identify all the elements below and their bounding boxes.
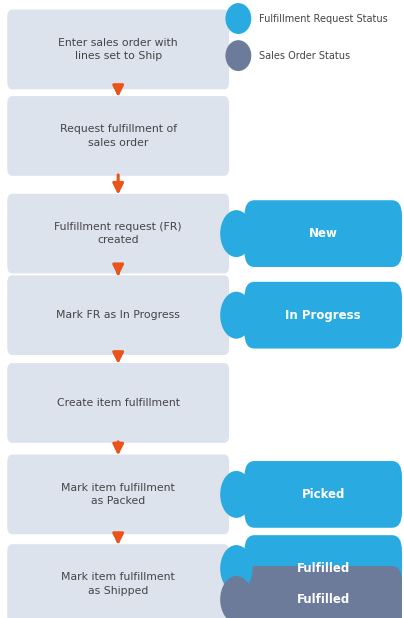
Text: New: New: [309, 227, 338, 240]
FancyBboxPatch shape: [244, 282, 402, 349]
Ellipse shape: [220, 471, 252, 518]
Text: Sales Order Status: Sales Order Status: [259, 51, 350, 61]
FancyBboxPatch shape: [244, 566, 402, 618]
FancyBboxPatch shape: [244, 461, 402, 528]
Ellipse shape: [220, 576, 252, 618]
Text: Fulfilled: Fulfilled: [297, 593, 350, 606]
Text: Fulfillment request (FR)
created: Fulfillment request (FR) created: [55, 222, 182, 245]
FancyBboxPatch shape: [244, 200, 402, 267]
FancyBboxPatch shape: [7, 363, 229, 442]
FancyBboxPatch shape: [7, 455, 229, 534]
Text: In Progress: In Progress: [285, 308, 361, 322]
Text: Mark FR as In Progress: Mark FR as In Progress: [56, 310, 180, 320]
Text: Mark item fulfillment
as Shipped: Mark item fulfillment as Shipped: [61, 572, 175, 596]
Ellipse shape: [225, 40, 251, 71]
FancyBboxPatch shape: [7, 9, 229, 89]
FancyBboxPatch shape: [7, 96, 229, 176]
Ellipse shape: [220, 210, 252, 257]
FancyBboxPatch shape: [7, 194, 229, 273]
Ellipse shape: [225, 3, 251, 34]
Text: Mark item fulfillment
as Packed: Mark item fulfillment as Packed: [61, 483, 175, 506]
Text: Create item fulfillment: Create item fulfillment: [57, 398, 180, 408]
Text: Fulfilled: Fulfilled: [297, 562, 350, 575]
FancyBboxPatch shape: [244, 535, 402, 602]
Ellipse shape: [220, 292, 252, 339]
Ellipse shape: [220, 545, 252, 592]
Text: Fulfillment Request Status: Fulfillment Request Status: [259, 14, 387, 23]
Text: Enter sales order with
lines set to Ship: Enter sales order with lines set to Ship: [58, 38, 178, 61]
Text: Picked: Picked: [301, 488, 345, 501]
FancyBboxPatch shape: [7, 276, 229, 355]
Text: Request fulfillment of
sales order: Request fulfillment of sales order: [60, 124, 177, 148]
FancyBboxPatch shape: [7, 544, 229, 618]
